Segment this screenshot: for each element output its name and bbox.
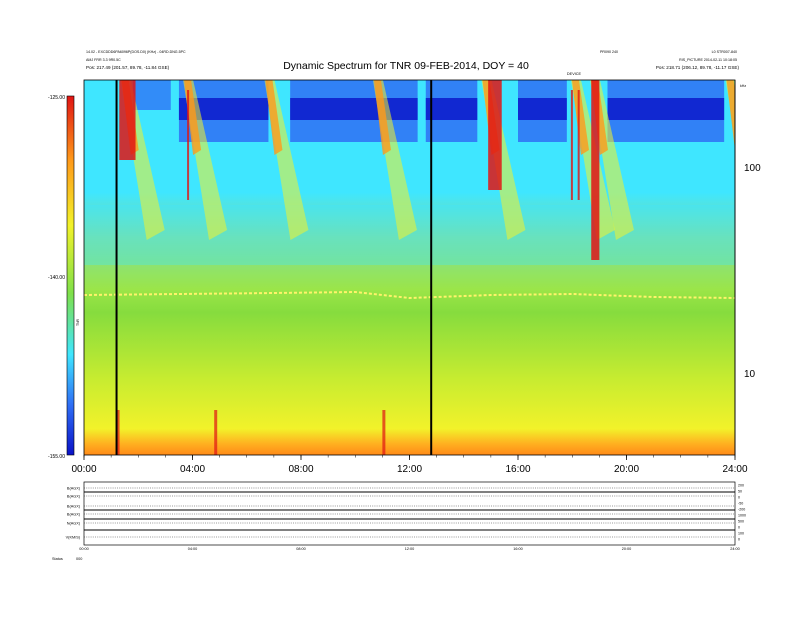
lower-panel: B(AGX) B(AGX) B(AGX) B(AGX) N(AGX) V(KM/S) 200…	[52, 481, 746, 561]
deep-blue-band	[290, 98, 418, 120]
lower-x-tick-label: 08:00	[296, 547, 306, 551]
red-streak	[187, 90, 190, 200]
marker-label: DEVICE	[567, 72, 582, 76]
lower-footer-label: Status	[52, 557, 63, 561]
right-info-line-4: Pos: 218.71 (206.12, 89.78, -11.17 GSE)	[656, 65, 740, 70]
colorbar-label: TNR	[76, 318, 80, 326]
lower-right-tick: 50	[738, 490, 742, 494]
lower-right-tick: 200	[738, 484, 744, 488]
colorbar-tick-mid: -140.00	[48, 275, 65, 281]
lower-row-label: B(AGX)	[67, 487, 81, 491]
lower-x-tick-label: 16:00	[513, 547, 523, 551]
blue-band	[132, 80, 171, 110]
right-info-line-2: L0 STR007-840	[712, 50, 737, 54]
colorbar-tick-bottom: -155.00	[48, 454, 65, 460]
burst-core	[373, 80, 391, 155]
low-freq-spike	[214, 410, 218, 455]
x-tick-label: 00:00	[71, 464, 96, 475]
burst-core	[726, 80, 735, 151]
spectrogram	[84, 80, 735, 455]
burst-core	[265, 80, 283, 155]
left-info-line-1: 14.02 - EXCDDD6PA6096P(DOS.D0) (KHz) - 0…	[86, 50, 186, 54]
x-tick-label: 08:00	[288, 464, 313, 475]
red-streak	[570, 90, 573, 200]
deep-blue-band	[425, 98, 478, 120]
right-tick-100: 100	[744, 163, 761, 174]
lower-row-label: B(AGX)	[67, 495, 81, 499]
lower-x-tick-label: 24:00	[730, 547, 740, 551]
right-info-line-3: RIS_PICTURE 2014-02-11 10:18:05	[679, 58, 737, 62]
lower-right-tick: 0	[738, 538, 740, 542]
intense-burst	[119, 80, 136, 160]
lower-panel-rows: B(AGX) B(AGX) B(AGX) B(AGX) N(AGX) V(KM/S) 200…	[66, 484, 746, 552]
lower-x-tick-label: 12:00	[405, 547, 415, 551]
lower-right-tick: 0	[738, 526, 740, 530]
lower-x-tick-label: 20:00	[622, 547, 632, 551]
right-axis-unit: kHz	[740, 84, 746, 88]
lower-right-tick: 100	[738, 532, 744, 536]
x-tick-label: 16:00	[505, 464, 530, 475]
x-axis: 00:00 04:00 08:00 12:00 16:00 20:00 24:00	[71, 455, 748, 475]
lower-row-label: N(AGX)	[67, 522, 81, 526]
intense-burst	[488, 80, 502, 190]
lower-x-tick-label: 00:00	[79, 547, 89, 551]
lower-right-tick: 0	[738, 496, 740, 500]
right-tick-10: 10	[744, 369, 756, 380]
right-info-line-1: PR090 240	[600, 50, 618, 54]
deep-blue-band	[518, 98, 567, 120]
lower-row-label: V(KM/S)	[66, 536, 81, 540]
left-info-line-3: Pos: 217.49 (201.57, 89.78, -11.84 GSE)	[86, 65, 170, 70]
low-freq-spike	[382, 410, 386, 455]
x-tick-label: 24:00	[722, 464, 747, 475]
deep-blue-band	[607, 98, 725, 120]
x-tick-label: 12:00	[397, 464, 422, 475]
lower-right-tick: -50	[738, 502, 743, 506]
lower-right-tick: -200	[738, 508, 745, 512]
chart-title: Dynamic Spectrum for TNR 09-FEB-2014, DO…	[283, 60, 529, 72]
left-info-line-2: AMJ FRR 3.3 9R0.5C	[86, 58, 121, 62]
spectrogram-features	[84, 80, 735, 455]
intense-burst	[591, 80, 600, 260]
colorbar-tick-top: -125.00	[48, 95, 65, 101]
plasma-line	[84, 290, 735, 300]
colorbar	[66, 95, 75, 456]
red-streak	[577, 90, 580, 200]
lower-right-tick: 500	[738, 520, 744, 524]
lower-footer-value: 000	[76, 557, 82, 561]
right-axis: kHz 100 10	[734, 80, 761, 455]
lower-right-tick: 1000	[738, 514, 746, 518]
lower-panel-frame	[83, 481, 736, 546]
x-tick-label: 04:00	[180, 464, 205, 475]
lower-row-label: B(AGX)	[67, 505, 81, 509]
deep-blue-band	[178, 98, 269, 120]
low-freq-spike	[116, 410, 120, 455]
burst-core	[571, 80, 589, 155]
lower-row-label: B(AGX)	[67, 513, 81, 517]
x-tick-label: 20:00	[614, 464, 639, 475]
lower-x-tick-label: 04:00	[188, 547, 198, 551]
